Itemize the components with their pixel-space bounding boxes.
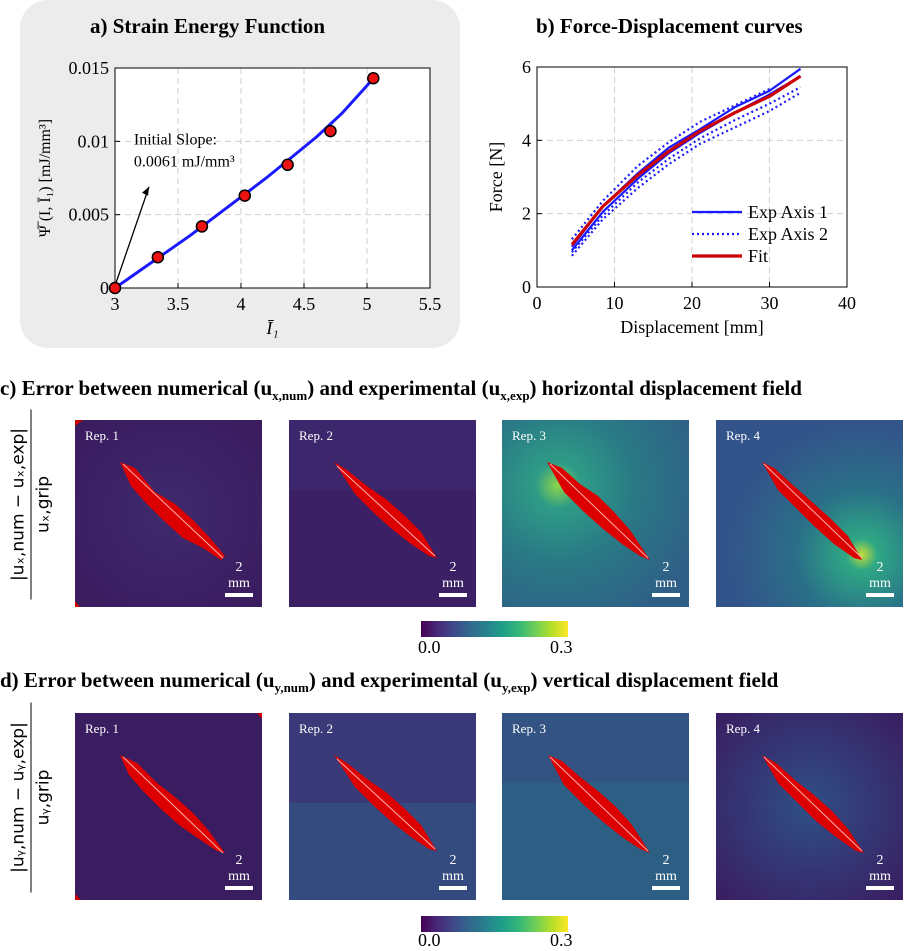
y-tick-label: 2 (522, 204, 531, 224)
y-tick-label: 0.01 (78, 131, 110, 151)
strain-energy-chart: 3 3.5 4 4.5 5 5.5 0 0.005 0.01 0.015 Initial Slope… (37, 58, 442, 338)
legend-label: Fit (748, 246, 768, 266)
x-tick-label: 5 (363, 294, 372, 314)
x-tick-label: 40 (838, 293, 856, 313)
rep-label: Rep. 1 (85, 721, 119, 736)
rep-label: Rep. 4 (726, 428, 760, 443)
colorbar-d (421, 916, 568, 932)
legend-label: Exp Axis 1 (748, 202, 828, 222)
panel-d-ylabel-denominator: uᵧ,grip (33, 769, 54, 826)
rep-label: Rep. 1 (85, 428, 119, 443)
panel-c-ylabel-numerator: |uₓ,num − uₓ,exp| (8, 409, 32, 600)
panel-c-ylabel: |uₓ,num − uₓ,exp| uₓ,grip (0, 409, 62, 607)
slope-arrow-head (142, 186, 150, 196)
data-point (238, 189, 252, 202)
panel-d-title: d) Error between numerical (uy,num) and … (0, 668, 779, 696)
series-line-exp-axis-2 (571, 86, 802, 253)
colorbar-c (421, 621, 568, 637)
y-tick-label: 0 (522, 277, 531, 297)
panel-c-title: c) Error between numerical (ux,num) and … (0, 376, 802, 404)
y-axis-label: Ψ̅ (I, Ī₁) [mJ/mm³] (37, 119, 54, 237)
y-tick-label: 0.015 (69, 58, 110, 78)
x-tick-label: 5.5 (419, 294, 442, 314)
plot-frame (114, 67, 431, 289)
error-map-uy-rep-4: Rep. 4 2 mm (716, 713, 903, 900)
panel-c-ylabel-denominator: uₓ,grip (33, 475, 54, 534)
x-tick-label: 30 (761, 293, 779, 313)
legend-label: Exp Axis 2 (748, 224, 828, 244)
colorbar-c-min: 0.0 (418, 637, 441, 657)
x-tick-label: 0 (533, 293, 542, 313)
scale-bar: 2 mm (651, 560, 681, 597)
rep-label: Rep. 4 (726, 721, 760, 736)
data-point (151, 250, 165, 264)
series-line-exp-axis-2 (571, 91, 802, 257)
y-axis-label: Force [N] (486, 142, 506, 212)
scale-bar: 2 mm (224, 560, 254, 597)
scale-bar: 2 mm (651, 853, 681, 890)
y-tick-label: 4 (522, 130, 531, 150)
x-tick-label: 3 (111, 294, 120, 314)
x-axis-label: Ī₁ (265, 318, 278, 338)
scale-bar: 2 mm (224, 853, 254, 890)
series-line-fit (570, 74, 802, 246)
panel-b-title: b) Force-Displacement curves (536, 14, 803, 38)
error-map-ux-rep-3: Rep. 3 2 mm (502, 420, 689, 607)
y-tick-label: 0 (100, 278, 109, 298)
data-point (324, 124, 337, 138)
error-map-ux-rep-2: Rep. 2 2 mm (289, 420, 476, 607)
annotation-line-1: Initial Slope: (134, 131, 217, 148)
x-tick-label: 10 (606, 293, 624, 313)
scale-bar: 2 mm (865, 560, 895, 597)
data-point (108, 281, 122, 295)
x-tick-label: 3.5 (167, 294, 190, 314)
plot-frame (536, 66, 848, 288)
panel-a-title: a) Strain Energy Function (90, 14, 326, 38)
colorbar-d-min: 0.0 (418, 930, 441, 950)
panel-d-ylabel-numerator: |uᵧ,num − uᵧ,exp| (8, 702, 32, 893)
error-map-uy-rep-3: Rep. 3 2 mm (502, 713, 689, 900)
data-point (281, 158, 294, 172)
error-map-ux-rep-4: Rep. 4 2 mm (716, 420, 903, 607)
slope-arrow-line (115, 186, 150, 283)
scale-bar: 2 mm (438, 560, 468, 597)
rep-label: Rep. 3 (512, 721, 546, 736)
y-tick-label: 6 (522, 57, 531, 77)
error-map-ux-rep-1: Rep. 1 2 mm (75, 420, 262, 607)
rep-label: Rep. 2 (299, 721, 333, 736)
data-point (195, 220, 209, 233)
panel-d-ylabel: |uᵧ,num − uᵧ,exp| uᵧ,grip (0, 702, 62, 900)
x-tick-label: 4.5 (293, 294, 316, 314)
scale-bar: 2 mm (865, 853, 895, 890)
error-map-uy-rep-2: Rep. 2 2 mm (289, 713, 476, 900)
error-map-uy-rep-1: Rep. 1 2 mm (75, 713, 262, 900)
x-axis-label: Displacement [mm] (620, 317, 763, 337)
annotation-line-2: 0.0061 mJ/mm³ (134, 153, 235, 170)
data-point (367, 72, 380, 85)
scale-bar: 2 mm (438, 853, 468, 890)
rep-label: Rep. 3 (512, 428, 546, 443)
colorbar-d-max: 0.3 (550, 930, 573, 950)
rep-label: Rep. 2 (299, 428, 333, 443)
x-tick-label: 4 (237, 294, 246, 314)
x-tick-label: 20 (683, 293, 701, 313)
colorbar-c-max: 0.3 (550, 637, 573, 657)
y-tick-label: 0.005 (69, 205, 110, 225)
